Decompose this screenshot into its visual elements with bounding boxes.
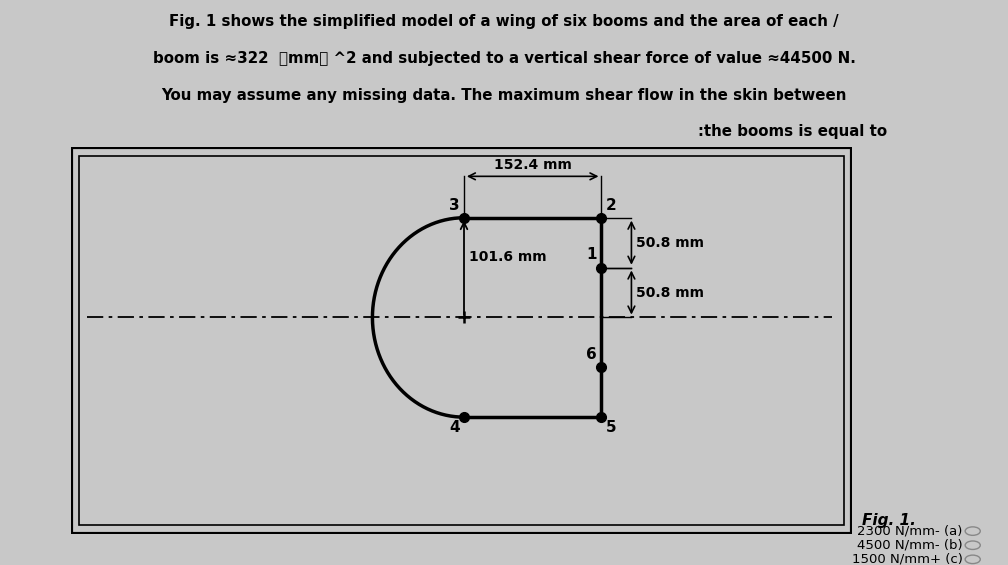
Text: 50.8 mm: 50.8 mm: [636, 285, 705, 299]
Text: :the booms is equal to: :the booms is equal to: [698, 124, 887, 140]
Text: 152.4 mm: 152.4 mm: [494, 158, 572, 172]
Text: 50.8 mm: 50.8 mm: [636, 236, 705, 250]
Text: 101.6 mm: 101.6 mm: [469, 250, 546, 264]
Text: 1: 1: [586, 247, 597, 262]
Text: 2300 N/mm- (a): 2300 N/mm- (a): [857, 524, 963, 538]
Text: 6: 6: [586, 347, 597, 362]
Text: 4: 4: [450, 420, 460, 436]
Text: Fig. 1.: Fig. 1.: [862, 513, 915, 528]
Text: You may assume any missing data. The maximum shear flow in the skin between: You may assume any missing data. The max…: [161, 88, 847, 103]
Text: Fig. 1 shows the simplified model of a wing of six booms and the area of each /: Fig. 1 shows the simplified model of a w…: [169, 14, 839, 29]
Text: 4500 N/mm- (b): 4500 N/mm- (b): [857, 538, 963, 552]
Text: 5: 5: [606, 420, 616, 436]
Text: 3: 3: [450, 198, 460, 214]
Text: boom is ≈322  【mm】 ^2 and subjected to a vertical shear force of value ≈44500 N.: boom is ≈322 【mm】 ^2 and subjected to a …: [152, 51, 856, 66]
Text: 1500 N/mm+ (c): 1500 N/mm+ (c): [852, 553, 963, 565]
Text: 2: 2: [606, 198, 616, 214]
